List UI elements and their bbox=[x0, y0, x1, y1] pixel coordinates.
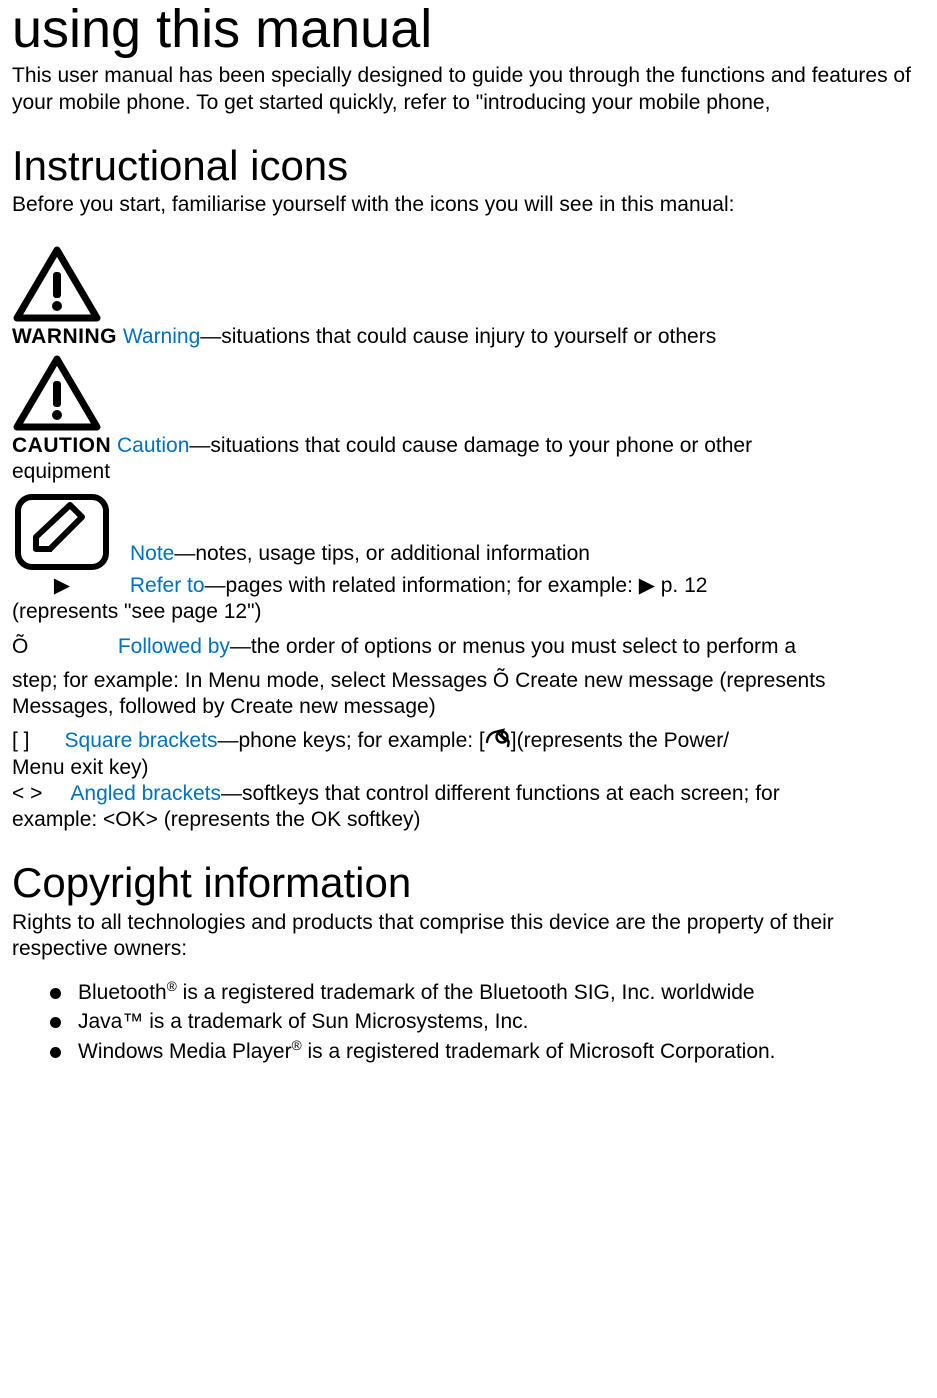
spacer bbox=[12, 660, 925, 668]
square-term: Square brackets bbox=[65, 729, 218, 752]
angled-block: < > Angled brackets—softkeys that contro… bbox=[12, 781, 925, 834]
note-block: Note—notes, usage tips, or additional in… bbox=[12, 491, 925, 573]
power-key-icon bbox=[485, 728, 511, 750]
caution-line: CAUTION Caution—situations that could ca… bbox=[12, 433, 752, 459]
followed-block: Õ Followed by—the order of options or me… bbox=[12, 634, 925, 721]
spacer bbox=[12, 220, 925, 246]
followed-term: Followed by bbox=[118, 635, 230, 658]
bullet-1-sup: ® bbox=[167, 979, 177, 994]
square-symbol: [ ] bbox=[12, 729, 30, 752]
page-title: using this manual bbox=[12, 0, 925, 59]
heading-copyright: Copyright information bbox=[12, 859, 925, 907]
list-item: Bluetooth® is a registered trademark of … bbox=[50, 980, 925, 1006]
trademark-list: Bluetooth® is a registered trademark of … bbox=[12, 980, 925, 1065]
refer-term: Refer to bbox=[130, 574, 205, 597]
warning-term: Warning bbox=[123, 325, 200, 348]
note-line: Note—notes, usage tips, or additional in… bbox=[118, 541, 590, 573]
note-term: Note bbox=[130, 542, 174, 565]
square-desc-1b: ](represents the Power/ bbox=[511, 729, 729, 752]
caution-desc-2: equipment bbox=[12, 460, 110, 483]
square-desc-2: Menu exit key) bbox=[12, 756, 149, 779]
warning-icon-label: WARNING Warning—situations that could ca… bbox=[12, 324, 716, 350]
refer-desc-1: —pages with related information; for exa… bbox=[205, 574, 708, 597]
bullet-1a: Bluetooth bbox=[78, 981, 167, 1004]
followed-desc-1: —the order of options or menus you must … bbox=[230, 635, 796, 658]
spacer bbox=[12, 720, 925, 728]
caution-icon-group: CAUTION Caution—situations that could ca… bbox=[12, 355, 925, 459]
refer-symbol: ▶ bbox=[12, 573, 112, 599]
note-desc: —notes, usage tips, or additional inform… bbox=[174, 542, 590, 565]
note-pencil-icon bbox=[12, 491, 112, 573]
warning-icon-group: WARNING Warning—situations that could ca… bbox=[12, 246, 925, 350]
caution-term: Caution bbox=[117, 434, 189, 457]
followed-desc-2: step; for example: In Menu mode, select … bbox=[12, 669, 826, 718]
list-item: Windows Media Player® is a registered tr… bbox=[50, 1039, 925, 1065]
list-item: Java™ is a trademark of Sun Microsystems… bbox=[50, 1009, 925, 1035]
intro-paragraph: This user manual has been specially desi… bbox=[12, 63, 925, 116]
angled-symbol: < > bbox=[12, 782, 42, 805]
angled-desc-2: example: <OK> (represents the OK softkey… bbox=[12, 808, 421, 831]
angled-desc-1: —softkeys that control different functio… bbox=[221, 782, 780, 805]
warning-desc: —situations that could cause injury to y… bbox=[200, 325, 716, 348]
bullet-1b: is a registered trademark of the Bluetoo… bbox=[177, 981, 755, 1004]
square-block: [ ] Square brackets—phone keys; for exam… bbox=[12, 728, 925, 781]
warning-block: WARNING Warning—situations that could ca… bbox=[12, 246, 925, 350]
square-desc-1a: —phone keys; for example: [ bbox=[217, 729, 484, 752]
caution-icon-label-text: CAUTION bbox=[12, 434, 111, 457]
refer-desc-2: (represents "see page 12") bbox=[12, 600, 262, 623]
heading-instructional: Instructional icons bbox=[12, 142, 925, 190]
caution-triangle-icon bbox=[12, 355, 102, 433]
refer-block: ▶ Refer to—pages with related informatio… bbox=[12, 573, 925, 626]
followed-symbol: Õ bbox=[12, 634, 112, 660]
page-root: using this manual This user manual has b… bbox=[0, 0, 937, 1108]
bullet-2: Java™ is a trademark of Sun Microsystems… bbox=[78, 1010, 528, 1033]
warning-icon-label-text: WARNING bbox=[12, 325, 117, 348]
bullet-3-sup: ® bbox=[292, 1038, 302, 1053]
copyright-lead: Rights to all technologies and products … bbox=[12, 910, 925, 963]
spacer bbox=[12, 626, 925, 634]
caution-desc-1: —situations that could cause damage to y… bbox=[189, 434, 752, 457]
angled-term: Angled brackets bbox=[70, 782, 221, 805]
warning-triangle-icon bbox=[12, 246, 102, 324]
caution-block: CAUTION Caution—situations that could ca… bbox=[12, 355, 925, 486]
bullet-3a: Windows Media Player bbox=[78, 1040, 292, 1063]
instructional-lead: Before you start, familiarise yourself w… bbox=[12, 192, 925, 218]
bullet-3b: is a registered trademark of Microsoft C… bbox=[302, 1040, 776, 1063]
